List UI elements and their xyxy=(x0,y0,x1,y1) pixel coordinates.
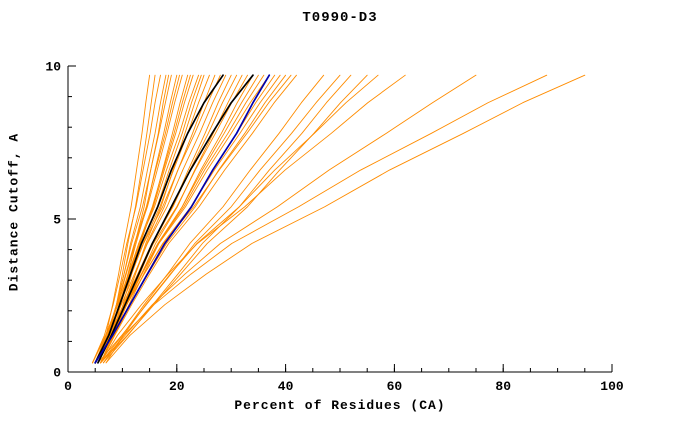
x-tick-label: 40 xyxy=(278,379,294,394)
x-tick-label: 100 xyxy=(600,379,624,394)
series-line-ensemble xyxy=(100,74,406,364)
series-line-ensemble xyxy=(94,74,183,364)
x-axis-title: Percent of Residues (CA) xyxy=(234,398,446,413)
series-line-ensemble xyxy=(94,74,270,364)
series-line-highlight xyxy=(97,74,254,364)
series-line-ensemble xyxy=(97,74,265,364)
series-line-ensemble xyxy=(105,74,586,364)
series-line-reference xyxy=(94,74,271,364)
series-line-ensemble xyxy=(94,74,151,364)
series-line-ensemble xyxy=(94,74,167,364)
x-tick-label: 0 xyxy=(64,379,72,394)
x-tick-label: 80 xyxy=(495,379,511,394)
series-line-ensemble xyxy=(100,74,368,364)
series-line-ensemble xyxy=(100,74,325,364)
series-line-ensemble xyxy=(92,74,180,364)
series-line-ensemble xyxy=(92,74,221,364)
y-axis-title: Distance Cutoff, A xyxy=(6,132,22,292)
chart-title: T0990-D3 xyxy=(302,10,378,26)
series-line-ensemble xyxy=(100,74,297,364)
y-tick-label: 5 xyxy=(53,213,61,228)
series-line-highlight xyxy=(94,74,224,364)
series-line-ensemble xyxy=(92,74,161,364)
series-line-ensemble xyxy=(97,74,216,364)
x-tick-label: 60 xyxy=(387,379,403,394)
y-tick-label: 10 xyxy=(45,60,61,75)
series-line-ensemble xyxy=(100,74,477,364)
series-line-ensemble xyxy=(97,74,243,364)
series-line-ensemble xyxy=(97,74,156,364)
series-line-ensemble xyxy=(100,74,276,364)
series-line-ensemble xyxy=(102,74,548,364)
series-line-ensemble xyxy=(105,74,379,364)
x-tick-label: 20 xyxy=(169,379,185,394)
series-line-ensemble xyxy=(97,74,341,364)
y-tick-label: 0 xyxy=(53,366,61,381)
series-line-ensemble xyxy=(94,74,248,364)
